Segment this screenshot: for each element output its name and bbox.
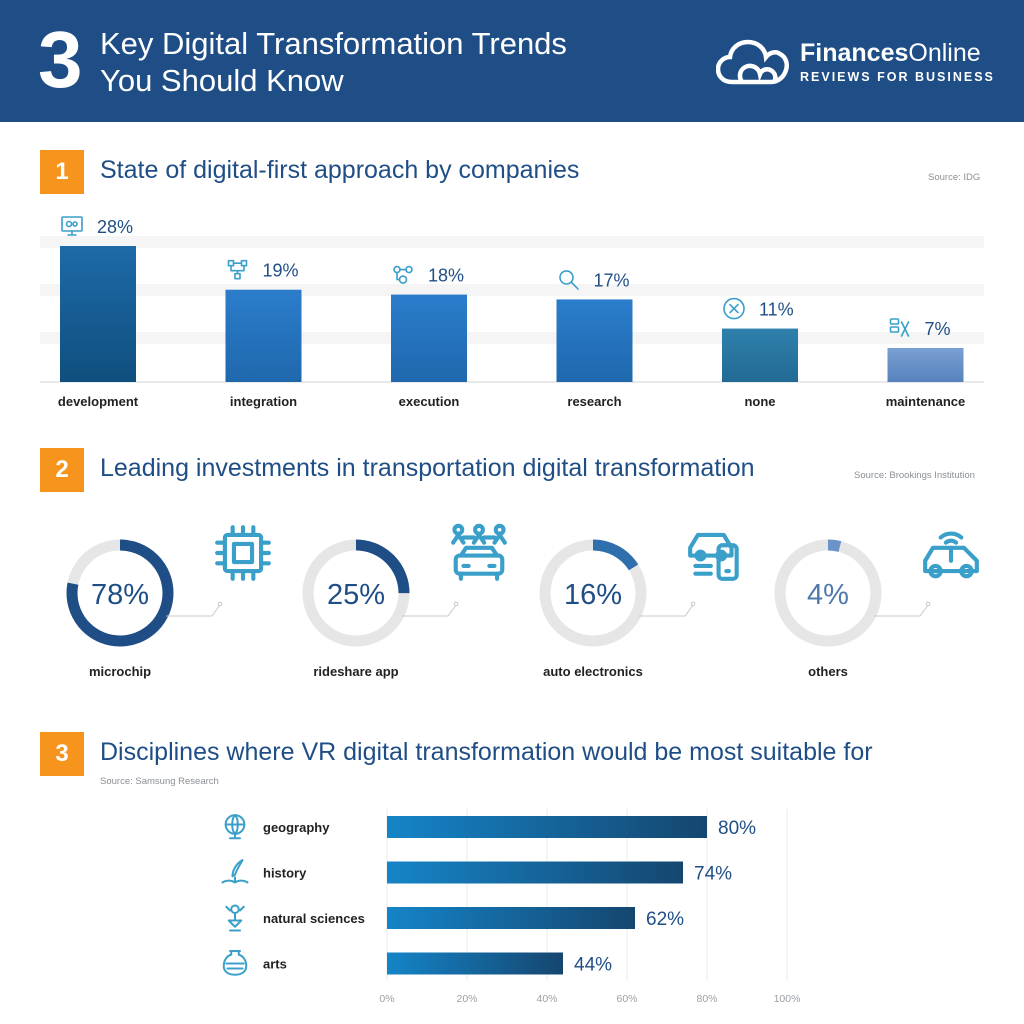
background-stripe [40,332,984,344]
section-2-title: Leading investments in transportation di… [100,454,755,482]
background-stripe [40,236,984,248]
process-icon [393,265,413,284]
donut-segment-rideshare-app [302,539,410,647]
bar-research [556,299,633,382]
transportation-donut-charts: 78% microchip 25% rideshare app 16% auto elec… [66,523,979,679]
section-2-number: 2 [40,448,84,492]
donut-segment-microchip [66,539,174,647]
category-label: execution [399,394,460,409]
category-label: arts [263,957,287,972]
x-tick-label: 80% [696,993,717,1005]
section-3-title: Disciplines where VR digital transformat… [100,738,873,766]
category-label: research [567,394,621,409]
network-icon [227,259,248,280]
donut-category-label: rideshare app [313,664,398,679]
donut-value: 78% [91,579,149,611]
tools-icon [889,318,910,337]
bar-development [60,246,136,382]
section-1-title: State of digital-first approach by compa… [100,156,580,184]
vr-disciplines-bar-chart: 0% 20% 40% 60% 80% 100% 80% geography 74% history… [221,809,801,1005]
category-label: development [58,394,139,409]
donut-category-label: others [808,664,848,679]
bar-none [722,328,798,382]
gears-monitor-icon [61,216,83,236]
connector-dot [690,601,696,607]
x-circle-icon [723,297,745,320]
brand-tagline: REVIEWS FOR BUSINESS [800,70,995,84]
header-banner: 3 Key Digital Transformation Trends You … [0,0,1024,122]
page-title-line1: Key Digital Transformation Trends [100,26,567,61]
value-label: 80% [718,818,756,839]
page-title-line2: You Should Know [100,63,344,98]
connector-line [874,604,929,617]
donut-value: 4% [807,579,849,611]
header-number: 3 [38,15,83,104]
car-phone-icon [688,532,739,581]
brand-bold: Finances [800,39,909,67]
value-label: 18% [428,266,464,286]
donut-category-label: auto electronics [543,664,643,679]
section-3-number: 3 [40,732,84,776]
connector-line [639,604,694,617]
x-tick-label: 60% [616,993,637,1005]
category-label: maintenance [886,394,965,409]
x-tick-label: 40% [536,993,557,1005]
value-label: 28% [97,217,133,237]
cloud-icon [716,39,789,85]
rideshare-car-icon [451,523,507,581]
value-label: 19% [263,261,299,281]
connected-car-icon [923,531,979,579]
section-1-source: Source: IDG [928,172,981,183]
connector-dot [453,601,459,607]
digital-first-bar-chart: 28% development 19% integration 18% execution… [40,216,984,409]
section-1-number: 1 [40,150,84,194]
bar-natural-sciences [387,907,635,929]
section-2-source: Source: Brookings Institution [854,470,975,481]
category-label: integration [230,394,297,409]
microchip-icon [215,525,271,581]
donut-segment-others [774,539,882,647]
connector-line [402,604,457,617]
brand-regular: Online [908,39,981,67]
section-3-source: Source: Samsung Research [100,776,219,787]
x-tick-label: 20% [456,993,477,1005]
donut-segment-auto-electronics [539,539,647,647]
globe-icon [224,814,246,840]
value-label: 62% [646,909,684,930]
category-label: history [263,866,307,881]
bar-arts [387,952,563,975]
brand-name: FinancesOnline [800,39,981,67]
value-label: 74% [694,864,732,885]
background-stripe [40,260,984,272]
microscope-icon [225,904,245,932]
value-label: 11% [759,300,794,320]
bar-history [387,861,683,884]
vase-icon [222,950,248,976]
donut-value: 25% [327,579,385,611]
background-stripe [40,308,984,320]
bar-geography [387,816,707,838]
magnifier-icon [559,270,579,290]
x-tick-label: 0% [379,993,394,1005]
connector-line [166,604,221,617]
bar-integration [225,289,302,382]
donut-value: 16% [564,579,622,611]
category-label: none [744,394,775,409]
bar-maintenance [887,348,964,382]
value-label: 7% [925,319,951,339]
value-label: 44% [574,955,612,976]
connector-dot [217,601,223,607]
category-label: geography [263,820,330,835]
quill-book-icon [221,859,249,884]
value-label: 17% [594,270,630,290]
category-label: natural sciences [263,911,365,926]
connector-dot [925,601,931,607]
x-tick-label: 100% [774,993,801,1005]
background-stripe [40,284,984,296]
donut-category-label: microchip [89,664,151,679]
bar-execution [391,294,467,382]
